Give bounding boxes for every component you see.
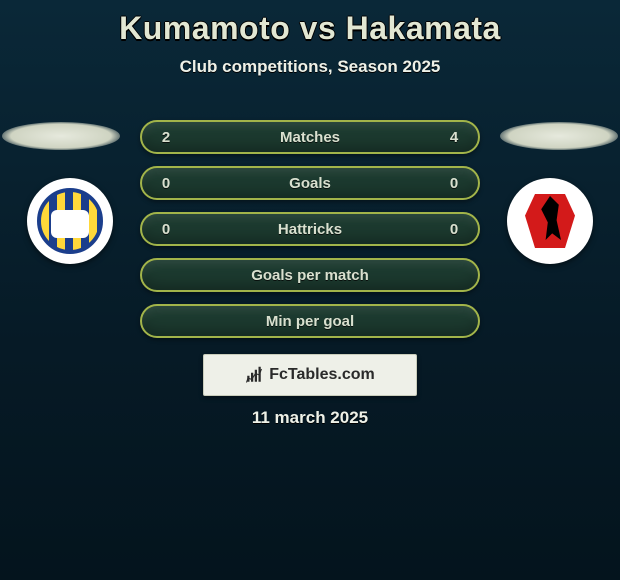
roasso-crest-icon: [517, 188, 583, 254]
stat-row-hattricks: 0 Hattricks 0: [140, 212, 480, 246]
attribution-text: FcTables.com: [269, 366, 375, 384]
stat-row-goals-per-match: Goals per match: [140, 258, 480, 292]
stat-left-value: 0: [156, 175, 176, 192]
team-logo-left: [27, 178, 113, 264]
stat-right-value: 4: [444, 129, 464, 146]
stat-label: Matches: [176, 129, 444, 146]
stat-row-matches: 2 Matches 4: [140, 120, 480, 154]
stat-row-goals: 0 Goals 0: [140, 166, 480, 200]
stat-right-value: 0: [444, 221, 464, 238]
logo-shadow-left: [2, 122, 120, 150]
page-title: Kumamoto vs Hakamata: [0, 0, 620, 47]
stat-left-value: 2: [156, 129, 176, 146]
stat-label: Goals per match: [176, 267, 444, 284]
attribution-panel: FcTables.com: [203, 354, 417, 396]
page-subtitle: Club competitions, Season 2025: [0, 57, 620, 77]
date-text: 11 march 2025: [0, 408, 620, 428]
stat-left-value: 0: [156, 221, 176, 238]
stat-label: Goals: [176, 175, 444, 192]
logo-shadow-right: [500, 122, 618, 150]
stat-label: Hattricks: [176, 221, 444, 238]
stats-container: 2 Matches 4 0 Goals 0 0 Hattricks 0 Goal…: [140, 120, 480, 350]
stat-row-min-per-goal: Min per goal: [140, 304, 480, 338]
stat-label: Min per goal: [176, 313, 444, 330]
team-logo-right: [507, 178, 593, 264]
montedio-crest-icon: [37, 188, 103, 254]
stat-right-value: 0: [444, 175, 464, 192]
bar-chart-icon: [245, 366, 263, 384]
